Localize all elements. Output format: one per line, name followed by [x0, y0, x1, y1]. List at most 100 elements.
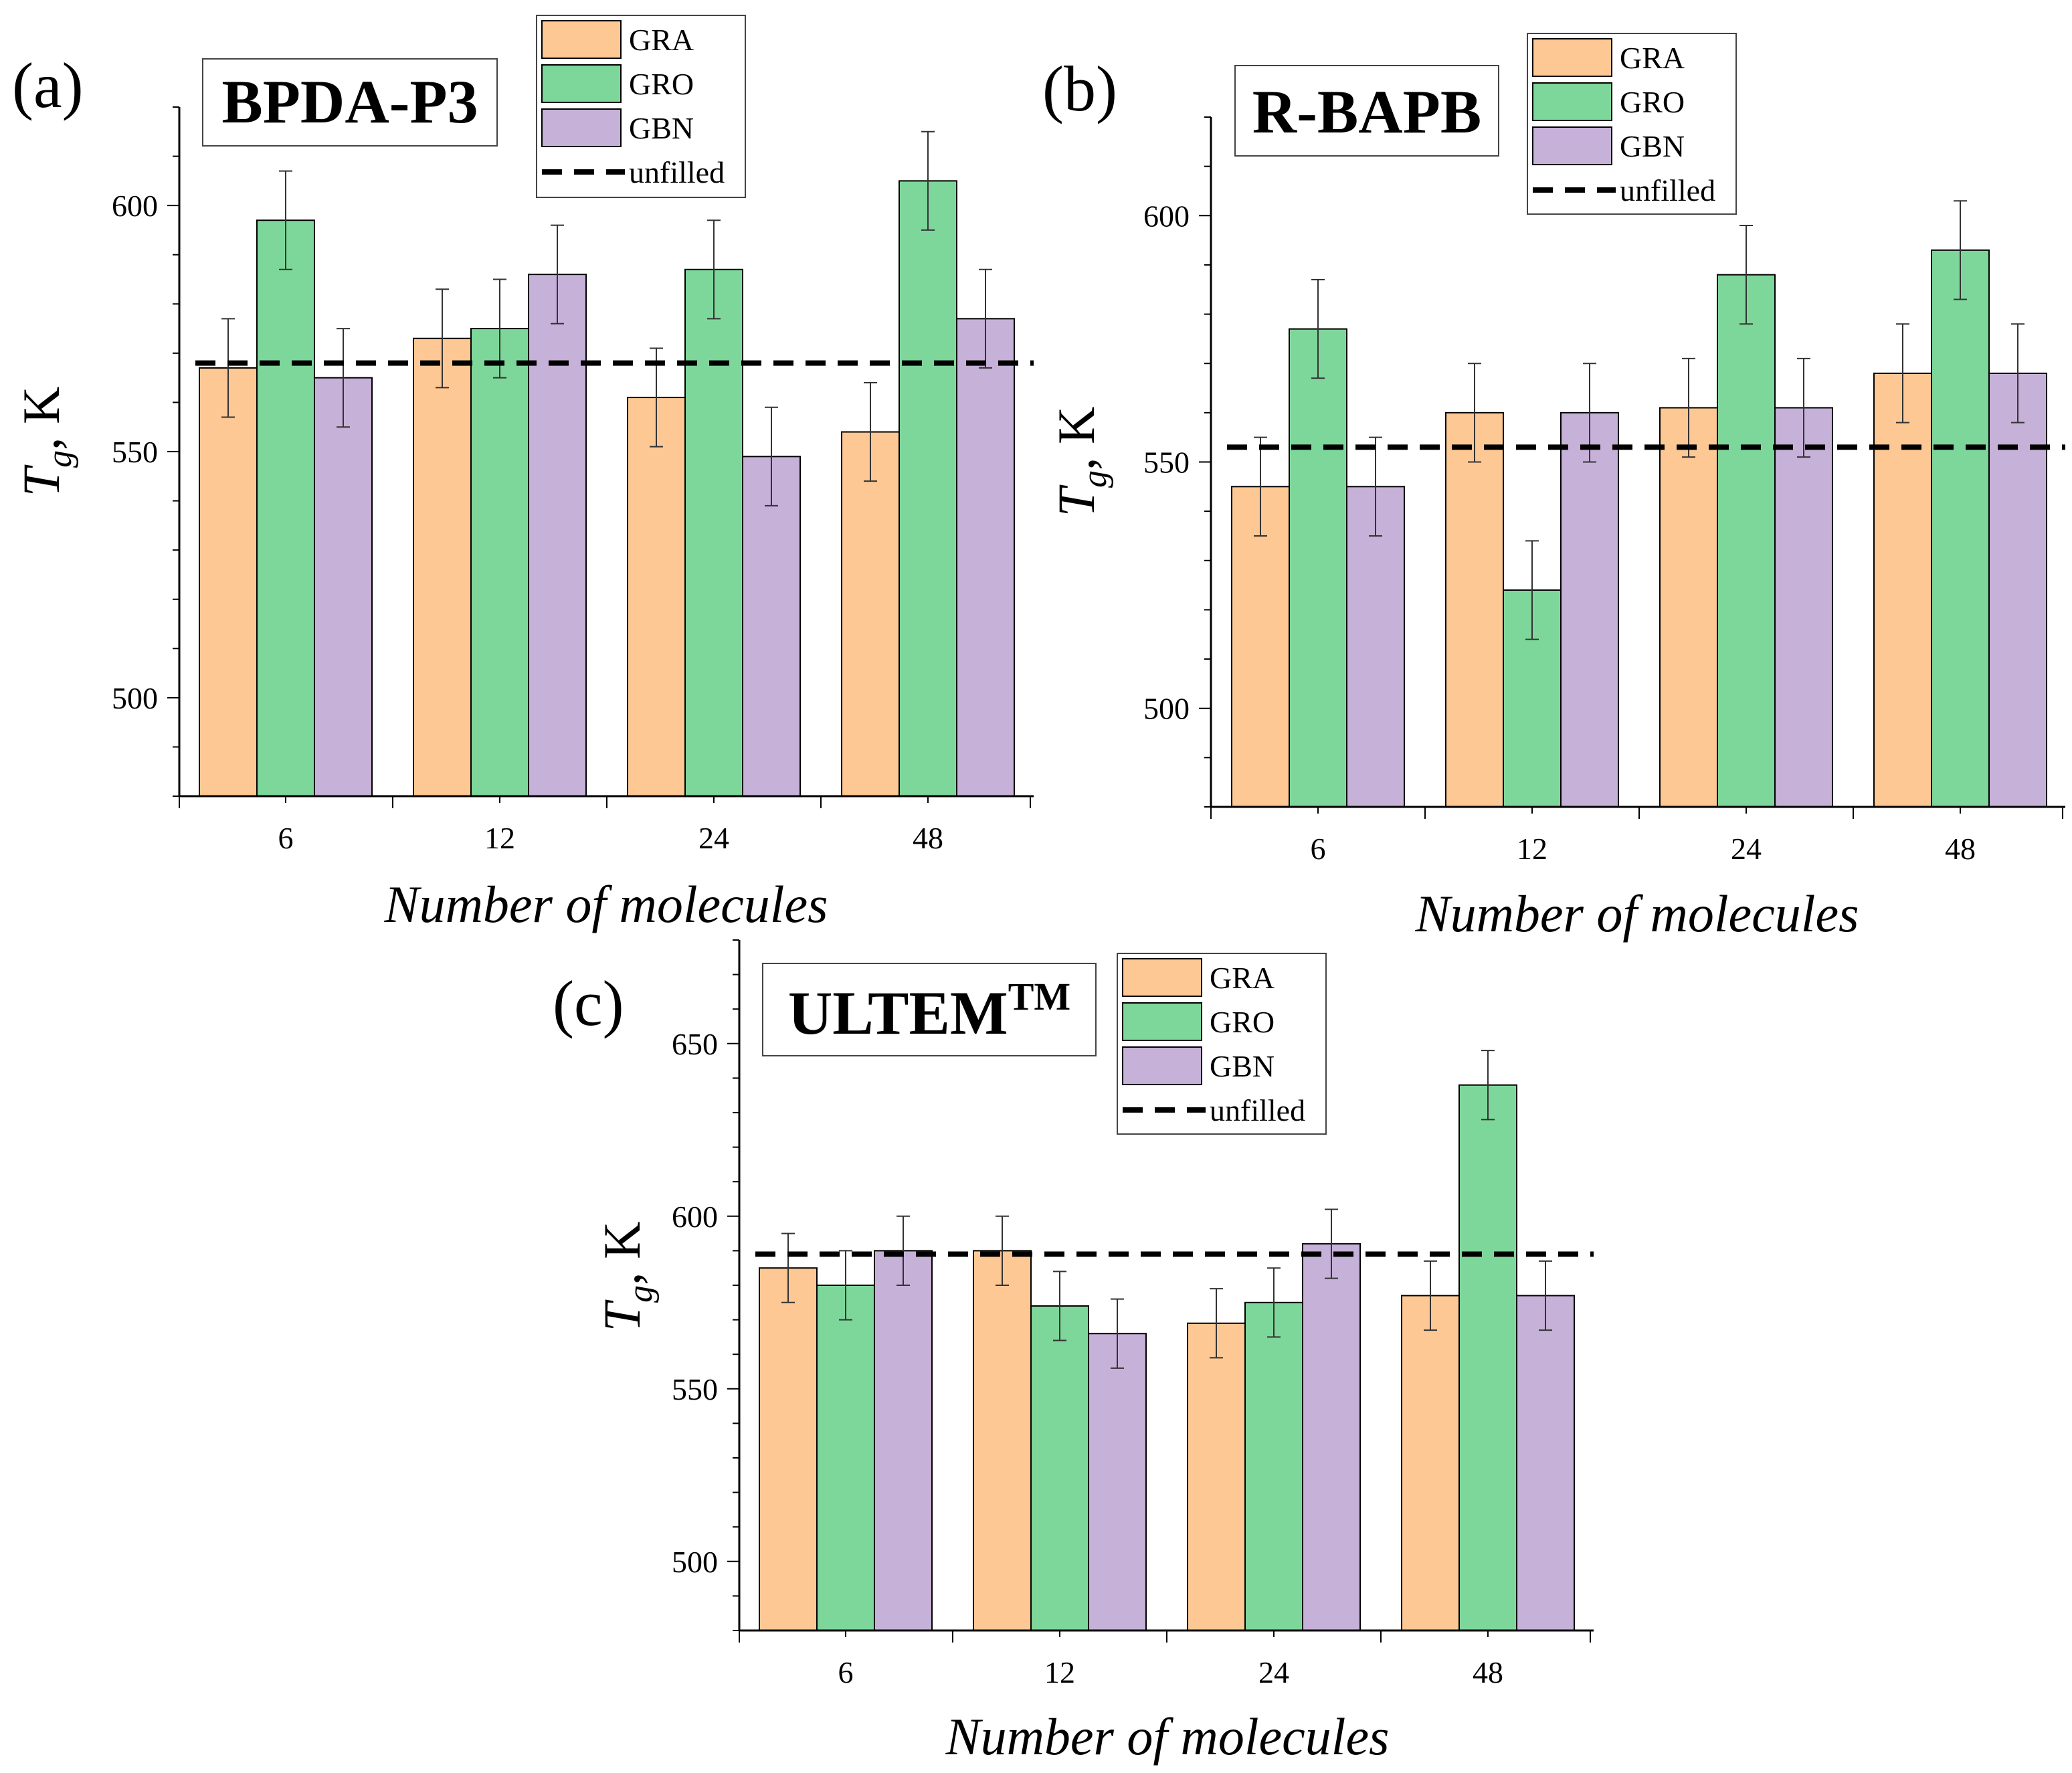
x-tick-label: 12 — [1517, 832, 1547, 866]
y-tick-label: 600 — [1143, 199, 1190, 233]
bar-gro-24 — [684, 268, 743, 797]
bar-gro-48 — [1931, 249, 1990, 808]
chart-title-main: R-BAPB — [1252, 78, 1481, 146]
y-axis-label-unit: , K — [12, 387, 70, 450]
y-axis-label-symbol: T — [12, 464, 70, 496]
y-axis-label-subscript: g — [622, 1285, 660, 1303]
chart-title: BPDA-P3 — [221, 68, 478, 136]
bar-gbn-48 — [1988, 372, 2047, 808]
y-tick-label: 600 — [672, 1200, 718, 1234]
legend-label-unfilled: unfilled — [1210, 1093, 1305, 1127]
bar-gbn-24 — [1774, 407, 1833, 808]
x-tick-label: 12 — [484, 821, 515, 855]
y-tick-label: 600 — [112, 189, 158, 223]
y-axis-label: Tg, K — [12, 387, 79, 497]
panel-letter: (b) — [1042, 53, 1117, 124]
bar-gro-48 — [899, 180, 957, 798]
bar-gra-6 — [1231, 486, 1290, 808]
bar-gro-6 — [1289, 328, 1347, 808]
bar-gbn-6 — [874, 1250, 933, 1631]
y-axis-label-subscript: g — [1076, 470, 1114, 488]
panel-letter: (a) — [12, 50, 84, 121]
x-tick-label: 6 — [1311, 832, 1326, 866]
bar-gbn-48 — [1516, 1295, 1575, 1631]
x-tick-label: 48 — [913, 821, 943, 855]
bar-gbn-12 — [1088, 1333, 1147, 1631]
bar-gro-24 — [1244, 1301, 1303, 1632]
y-axis-label-unit: , K — [1047, 407, 1105, 470]
y-tick-label: 550 — [1143, 446, 1190, 480]
bar-gra-48 — [1401, 1295, 1460, 1631]
bar-gbn-48 — [956, 318, 1015, 798]
x-tick-label: 48 — [1945, 832, 1976, 866]
legend-label-gra: GRA — [629, 23, 694, 57]
legend-label-gro: GRO — [1620, 85, 1685, 119]
chart-title: ULTEMTM — [788, 975, 1070, 1047]
bar-gra-24 — [1187, 1322, 1246, 1631]
title-box — [202, 58, 498, 147]
legend-label-gro: GRO — [629, 67, 694, 101]
panel-c-ultem: 500 550 600 650 6 12 24 48 Number of molecules Tg… — [553, 939, 1594, 1766]
y-tick-label: 500 — [672, 1545, 718, 1579]
x-tick-label: 48 — [1473, 1655, 1503, 1689]
y-axis-label-unit: , K — [593, 1222, 651, 1285]
y-axis-label: Tg, K — [593, 1222, 660, 1332]
x-tick-label: 24 — [1731, 832, 1762, 866]
legend-label-gra: GRA — [1620, 41, 1685, 75]
bar-gro-24 — [1717, 274, 1776, 808]
legend-label-gro: GRO — [1210, 1005, 1275, 1039]
y-tick-label: 550 — [112, 435, 158, 469]
bar-gra-24 — [627, 397, 686, 797]
x-tick-label: 24 — [698, 821, 729, 855]
y-tick-label: 650 — [672, 1027, 718, 1061]
legend-label-gbn: GBN — [1210, 1049, 1275, 1083]
bar-gbn-12 — [1560, 411, 1619, 808]
panel-b-r-bapb: 500 550 600 6 12 24 48 Number of molecules Tg, K… — [1042, 33, 2065, 943]
legend-swatch-gbn — [1532, 126, 1612, 165]
legend-swatch-gro — [541, 64, 622, 103]
bar-gra-6 — [759, 1267, 818, 1631]
legend-label-gbn: GBN — [629, 111, 694, 145]
bar-gro-12 — [470, 328, 529, 798]
y-tick-label: 550 — [672, 1372, 718, 1406]
x-tick-label: 24 — [1258, 1655, 1289, 1689]
panel-a-bpda-p3: 500 550 600 6 12 24 48 Number of molecules Tg, K… — [12, 15, 1034, 933]
x-tick-label: 6 — [838, 1655, 854, 1689]
y-axis-label: Tg, K — [1047, 407, 1114, 517]
legend-label-unfilled: unfilled — [629, 155, 725, 189]
bar-gbn-24 — [742, 456, 801, 797]
bar-gro-6 — [816, 1285, 875, 1631]
bar-gbn-12 — [528, 274, 587, 797]
legend-swatch-gra — [541, 20, 622, 59]
bar-gra-48 — [1873, 372, 1932, 808]
y-axis-label-symbol: T — [1047, 484, 1105, 517]
bar-gra-24 — [1659, 407, 1718, 808]
bar-gra-12 — [1445, 411, 1504, 808]
x-axis-label: Number of molecules — [1415, 884, 1859, 943]
legend-swatch-gra — [1532, 38, 1612, 77]
x-tick-label: 12 — [1044, 1655, 1075, 1689]
chart-title-main: ULTEM — [788, 979, 1008, 1047]
bar-gro-6 — [256, 219, 315, 797]
legend-swatch-gro — [1122, 1002, 1202, 1041]
title-box — [1234, 65, 1499, 157]
y-axis-label-symbol: T — [593, 1299, 651, 1331]
legend-swatch-gra — [1122, 958, 1202, 997]
bar-gbn-24 — [1302, 1243, 1361, 1631]
legend-label-gra: GRA — [1210, 961, 1275, 995]
chart-title: R-BAPB — [1252, 78, 1481, 146]
y-tick-label: 500 — [112, 681, 158, 715]
bar-gra-12 — [973, 1250, 1032, 1631]
x-axis-label: Number of molecules — [384, 875, 828, 933]
legend-swatch-gbn — [1122, 1046, 1202, 1085]
panel-letter: (c) — [553, 967, 624, 1039]
y-tick-label: 500 — [1143, 692, 1190, 726]
chart-title-main: BPDA-P3 — [221, 68, 478, 136]
title-box — [762, 963, 1097, 1056]
legend-label-unfilled: unfilled — [1620, 173, 1715, 207]
bar-gra-48 — [841, 431, 900, 797]
y-axis-label-subscript: g — [41, 450, 79, 468]
legend-swatch-gro — [1532, 82, 1612, 121]
bar-gra-12 — [413, 337, 472, 797]
bar-gro-12 — [1030, 1305, 1089, 1631]
